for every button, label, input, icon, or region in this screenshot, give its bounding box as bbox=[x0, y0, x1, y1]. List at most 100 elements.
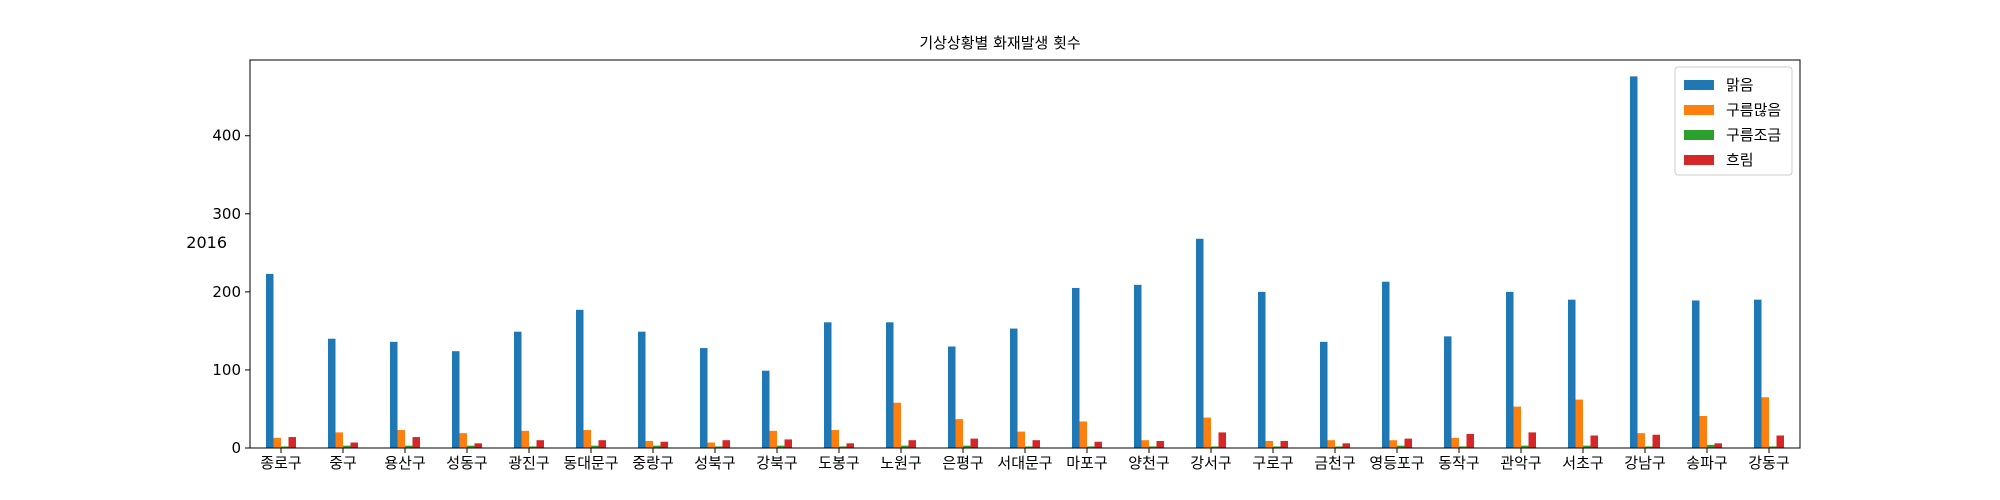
y-tick-label: 100 bbox=[212, 361, 241, 379]
bar-구름많음-양천구 bbox=[1141, 440, 1149, 448]
bar-흐림-광진구 bbox=[536, 440, 544, 448]
bar-구름조금-마포구 bbox=[1087, 446, 1095, 448]
x-tick-label: 중구 bbox=[329, 454, 357, 472]
bar-구름조금-강서구 bbox=[1211, 446, 1219, 448]
bar-흐림-도봉구 bbox=[846, 443, 854, 448]
bar-맑음-동대문구 bbox=[576, 309, 584, 448]
x-tick-label: 동작구 bbox=[1438, 454, 1479, 472]
y-tick-label: 200 bbox=[212, 283, 241, 301]
x-tick-label: 강북구 bbox=[756, 454, 797, 472]
bar-흐림-동작구 bbox=[1466, 433, 1474, 448]
bar-흐림-영등포구 bbox=[1404, 438, 1412, 448]
x-tick-label: 광진구 bbox=[508, 454, 549, 472]
bar-맑음-은평구 bbox=[948, 346, 956, 448]
x-tick-label: 성동구 bbox=[446, 454, 487, 472]
bar-구름조금-강동구 bbox=[1769, 446, 1777, 448]
x-tick-label: 도봉구 bbox=[818, 454, 859, 472]
bar-구름많음-도봉구 bbox=[831, 430, 839, 448]
bar-구름조금-성동구 bbox=[467, 445, 475, 448]
legend-swatch-맑음 bbox=[1684, 80, 1714, 90]
bar-구름많음-노원구 bbox=[893, 402, 901, 448]
x-tick-label: 노원구 bbox=[880, 454, 921, 472]
bar-흐림-서초구 bbox=[1590, 435, 1598, 448]
x-tick-label: 은평구 bbox=[942, 454, 983, 472]
bar-구름조금-서초구 bbox=[1583, 445, 1591, 448]
bar-구름조금-중구 bbox=[343, 445, 351, 448]
bar-흐림-강남구 bbox=[1652, 434, 1660, 448]
bar-맑음-마포구 bbox=[1072, 287, 1080, 448]
x-tick-label: 종로구 bbox=[260, 454, 301, 472]
bar-흐림-강서구 bbox=[1218, 432, 1226, 448]
bar-구름조금-구로구 bbox=[1273, 446, 1281, 448]
bar-구름조금-강북구 bbox=[777, 445, 785, 448]
bar-구름많음-광진구 bbox=[521, 430, 529, 448]
bar-구름조금-광진구 bbox=[529, 446, 537, 448]
bar-흐림-서대문구 bbox=[1032, 440, 1040, 448]
x-tick-label: 관악구 bbox=[1500, 454, 1541, 472]
x-tick-label: 구로구 bbox=[1252, 454, 1293, 472]
bar-구름많음-강북구 bbox=[769, 430, 777, 448]
bar-맑음-동작구 bbox=[1444, 336, 1452, 448]
bar-구름조금-용산구 bbox=[405, 445, 413, 448]
bar-구름조금-관악구 bbox=[1521, 445, 1529, 448]
x-tick-label: 송파구 bbox=[1686, 454, 1727, 472]
bar-구름많음-은평구 bbox=[955, 419, 963, 448]
bar-구름많음-서대문구 bbox=[1017, 431, 1025, 448]
bar-맑음-광진구 bbox=[514, 331, 522, 448]
x-axis: 종로구 중구 용산구 성동구 광진구 동대문구 중랑구 성북구 강북구 도봉구 노원구 은평구 서대문구… bbox=[260, 448, 1790, 472]
bar-흐림-강북구 bbox=[784, 439, 792, 448]
bar-맑음-성동구 bbox=[452, 351, 460, 448]
chart-title: 기상상황별 화재발생 횟수 bbox=[919, 34, 1080, 52]
bar-구름많음-동대문구 bbox=[583, 430, 591, 448]
bar-구름많음-금천구 bbox=[1327, 440, 1335, 448]
bar-흐림-성북구 bbox=[722, 440, 730, 448]
bar-구름많음-중랑구 bbox=[645, 440, 653, 448]
x-tick-label: 금천구 bbox=[1314, 454, 1355, 472]
bar-맑음-금천구 bbox=[1320, 341, 1328, 448]
y-axis-label: 2016 bbox=[186, 233, 227, 252]
y-tick-label: 400 bbox=[212, 127, 241, 145]
bar-구름조금-강남구 bbox=[1645, 446, 1653, 448]
bar-흐림-성동구 bbox=[474, 443, 482, 448]
bar-구름많음-성북구 bbox=[707, 442, 715, 448]
bar-맑음-성북구 bbox=[700, 348, 708, 448]
bar-구름많음-서초구 bbox=[1575, 399, 1583, 448]
bar-흐림-노원구 bbox=[908, 440, 916, 448]
x-tick-label: 강동구 bbox=[1748, 454, 1789, 472]
x-tick-label: 강남구 bbox=[1624, 454, 1665, 472]
y-tick-label: 0 bbox=[231, 439, 241, 457]
legend-swatch-구름많음 bbox=[1684, 105, 1714, 115]
bar-구름많음-마포구 bbox=[1079, 421, 1087, 448]
x-tick-label: 동대문구 bbox=[563, 454, 618, 472]
y-tick-label: 300 bbox=[212, 205, 241, 223]
bar-맑음-서대문구 bbox=[1010, 328, 1018, 448]
bar-구름조금-동대문구 bbox=[591, 445, 599, 448]
bar-맑음-양천구 bbox=[1134, 284, 1142, 448]
bar-구름많음-관악구 bbox=[1513, 406, 1521, 448]
bar-구름조금-중랑구 bbox=[653, 445, 661, 448]
bar-흐림-관악구 bbox=[1528, 432, 1536, 448]
bar-맑음-종로구 bbox=[266, 273, 274, 448]
bar-구름많음-송파구 bbox=[1699, 415, 1707, 448]
bar-구름조금-은평구 bbox=[963, 445, 971, 448]
bar-맑음-중구 bbox=[328, 338, 336, 448]
x-tick-label: 양천구 bbox=[1128, 454, 1169, 472]
legend-box bbox=[1674, 66, 1793, 176]
bar-구름조금-종로구 bbox=[281, 446, 289, 448]
x-tick-label: 서대문구 bbox=[997, 454, 1052, 472]
bar-맑음-강남구 bbox=[1630, 76, 1638, 448]
bar-흐림-양천구 bbox=[1156, 440, 1164, 448]
bar-구름조금-양천구 bbox=[1149, 446, 1157, 448]
y-axis: 0 100 200 300 400 bbox=[212, 127, 250, 457]
bar-구름많음-성동구 bbox=[459, 433, 467, 448]
bar-구름조금-영등포구 bbox=[1397, 445, 1405, 448]
bar-흐림-마포구 bbox=[1094, 441, 1102, 448]
bar-구름많음-용산구 bbox=[397, 430, 405, 448]
x-tick-label: 용산구 bbox=[384, 454, 425, 472]
bar-맑음-구로구 bbox=[1258, 291, 1266, 448]
legend-swatch-구름조금 bbox=[1684, 130, 1714, 140]
bar-흐림-강동구 bbox=[1776, 435, 1784, 448]
bar-구름많음-동작구 bbox=[1451, 437, 1459, 448]
